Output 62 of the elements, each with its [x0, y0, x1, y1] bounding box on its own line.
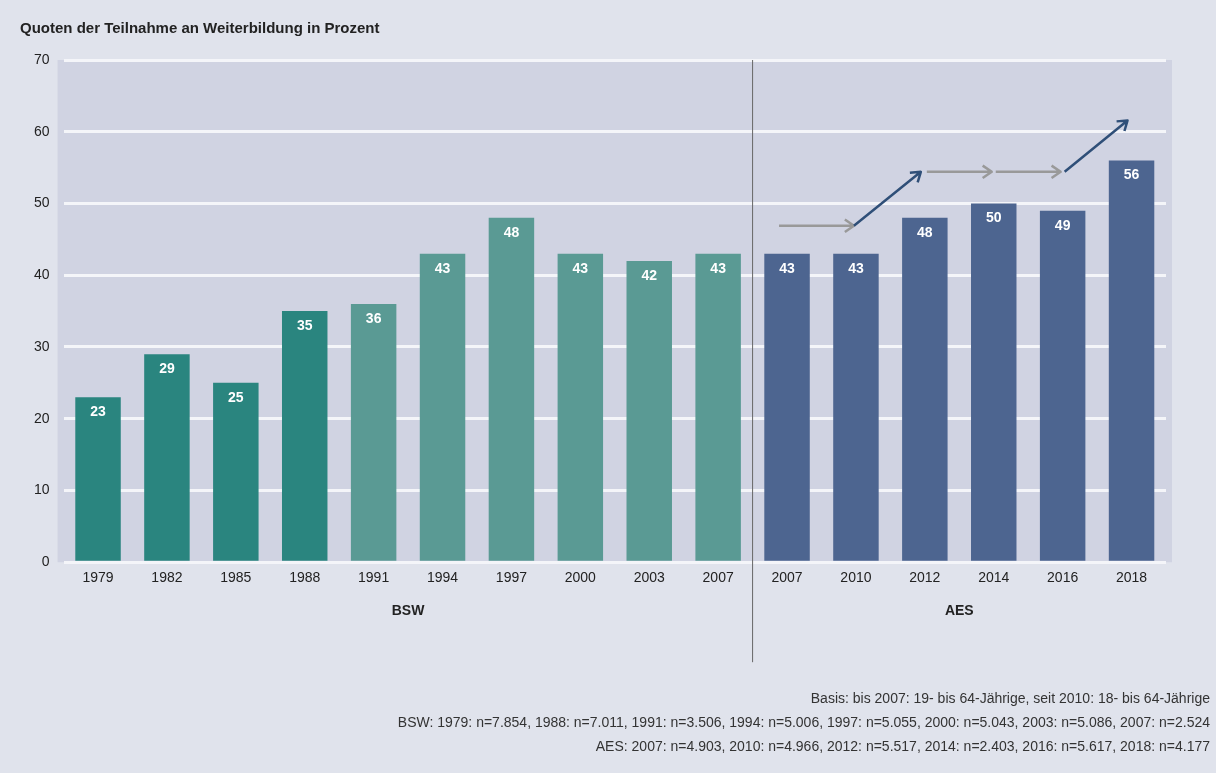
x-tick-label: 1994: [426, 569, 459, 586]
text: BSW: 1979: n=7.854, 1988: n=7.011, 1991: n=3.506, 1994: n=5.006, 1997: n=5.055, 2000: n=5.043, 2003: n=5.086, 2007: n=2.524: [397, 714, 1211, 731]
bar: [557, 253, 604, 561]
data-label: 36: [365, 309, 382, 326]
x-tick-label: 1982: [151, 569, 183, 586]
data-label: 48: [503, 223, 520, 240]
data-label: 43: [848, 259, 864, 276]
bar: [1039, 210, 1086, 561]
bar: [902, 217, 948, 561]
data-label: 50: [985, 209, 1002, 226]
bar: [281, 311, 328, 561]
y-tick-label: 0: [41, 553, 50, 570]
bar: [144, 354, 190, 561]
y-tick-label: 60: [33, 122, 50, 139]
bar: [419, 253, 466, 561]
data-label: 23: [90, 403, 107, 420]
x-tick-label: 2007: [702, 569, 734, 586]
data-label: 49: [1054, 216, 1071, 233]
x-tick-label: 2014: [978, 569, 1010, 586]
data-label: 43: [572, 259, 589, 276]
bar: [1108, 160, 1155, 561]
y-tick-label: 20: [33, 409, 50, 426]
x-tick-label: 1991: [358, 569, 390, 586]
bar: [626, 260, 672, 561]
x-tick-label: 2018: [1115, 569, 1148, 586]
data-label: 25: [228, 388, 244, 405]
chart-title: Quoten der Teilnahme an Weiterbildung in Prozent: [20, 19, 380, 37]
y-tick-label: 50: [33, 194, 50, 211]
x-tick-label: 2016: [1047, 569, 1079, 586]
x-tick-label: 2010: [840, 569, 872, 586]
x-tick-label: 2000: [564, 569, 597, 586]
text: BSW: [391, 602, 426, 619]
data-label: 43: [710, 259, 727, 276]
y-tick-label: 70: [33, 50, 50, 67]
x-tick-label: 1985: [220, 569, 252, 586]
x-tick-label: 2007: [771, 569, 803, 586]
text: AES: 2007: n=4.903, 2010: n=4.966, 2012: n=5.517, 2014: n=2.403, 2016: n=5.617, 2018: n=4.177: [595, 738, 1211, 755]
y-tick-label: 40: [33, 266, 50, 283]
x-tick-label: 1988: [289, 569, 321, 586]
bar: [488, 217, 535, 561]
x-tick-label: 1979: [82, 569, 114, 586]
x-tick-label: 2012: [909, 569, 941, 586]
data-label: 43: [434, 259, 451, 276]
data-label: 48: [917, 223, 933, 240]
bar: [764, 253, 810, 561]
x-tick-label: 1997: [495, 569, 528, 586]
data-label: 56: [1123, 166, 1140, 183]
bar: [213, 382, 259, 561]
data-label: 29: [159, 360, 175, 377]
y-tick-label: 30: [33, 337, 50, 354]
text: Basis: bis 2007: 19- bis 64-Jährige, seit 2010: 18- bis 64-Jährige: [810, 690, 1211, 707]
bar: [350, 303, 397, 561]
bar: [75, 397, 121, 561]
data-label: 35: [296, 316, 313, 333]
bar: [695, 253, 741, 561]
data-label: 43: [779, 259, 796, 276]
bar: [833, 253, 879, 561]
text: AES: [944, 602, 974, 619]
bar: [971, 203, 1017, 561]
data-label: 42: [641, 266, 658, 283]
y-tick-label: 10: [33, 481, 50, 498]
x-tick-label: 2003: [633, 569, 666, 586]
